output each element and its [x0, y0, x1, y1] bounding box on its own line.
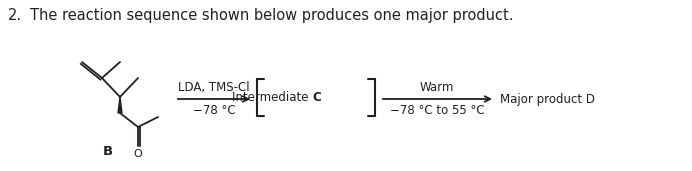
Text: Major product D: Major product D: [500, 93, 595, 106]
Text: B: B: [103, 145, 113, 158]
Text: O: O: [134, 149, 143, 159]
Polygon shape: [118, 97, 122, 113]
Text: 2.: 2.: [8, 8, 22, 23]
Text: Warm: Warm: [420, 81, 454, 94]
Text: −78 °C to 55 °C: −78 °C to 55 °C: [390, 104, 484, 117]
Text: C: C: [312, 91, 321, 104]
Text: The reaction sequence shown below produces one major product.: The reaction sequence shown below produc…: [30, 8, 513, 23]
Text: Intermediate: Intermediate: [232, 91, 312, 104]
Text: LDA, TMS-Cl: LDA, TMS-Cl: [178, 81, 250, 94]
Text: −78 °C: −78 °C: [192, 104, 235, 117]
